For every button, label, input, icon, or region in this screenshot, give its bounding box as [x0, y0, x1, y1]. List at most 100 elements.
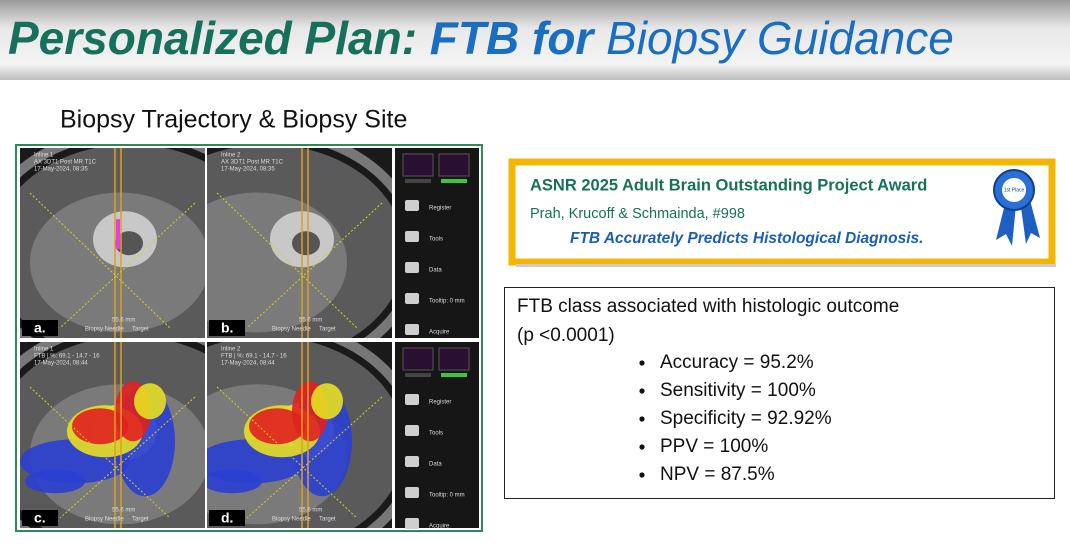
award-authors: Prah, Krucoff & Schmainda, #998 [530, 206, 745, 222]
distance-label: 55.6 mm [112, 318, 135, 324]
tool-label: Tools [429, 431, 443, 437]
bullet [639, 360, 645, 366]
status [405, 179, 431, 183]
mri-panel: Inline 1AX 3DT1 Post MR T1C17-May-2024, … [20, 148, 205, 338]
target-label: Target [132, 517, 149, 523]
viewport-label: Inline 2 [221, 153, 241, 159]
award-box [508, 158, 1056, 266]
ftb-region [25, 469, 85, 494]
figure-caption: Biopsy Trajectory & Biopsy Site [60, 106, 407, 134]
tool-label: Data [429, 268, 442, 274]
bullet [639, 388, 645, 394]
series-label: FTB | %: 69.1 - 14.7 - 16 [221, 354, 287, 360]
tool-icon [405, 293, 419, 304]
label-bg [22, 510, 58, 526]
ftb-region [72, 408, 128, 445]
distance-label: 55.6 mm [299, 508, 322, 514]
panel-label: d. [221, 510, 233, 526]
toolbar: Register Tools Data Tooltip: 0 mm Acquire [395, 148, 479, 338]
results-box [504, 287, 1055, 499]
thumb [402, 347, 434, 371]
metric: Specificity = 92.92% [660, 408, 832, 429]
status [441, 373, 467, 377]
tool-label: Register [429, 400, 451, 406]
tool-label: Data [429, 462, 442, 468]
date-label: 17-May-2024, 08:35 [34, 167, 88, 173]
tool-icon [405, 456, 419, 467]
tool-label: Register [429, 206, 451, 212]
tool-label: Acquire [429, 524, 450, 530]
ftb-region [207, 469, 262, 494]
date-label: 17-May-2024, 08:44 [34, 361, 88, 367]
needle-label: Biopsy Needle [272, 517, 311, 523]
tool-label: Acquire [429, 330, 450, 336]
tool-icon [405, 425, 419, 436]
title-part: FTB for [430, 12, 596, 64]
tool-label: Tooltip: 0 mm [429, 299, 465, 305]
ribbon: 1st Place [993, 169, 1040, 246]
bullet [639, 416, 645, 422]
lesion-core [292, 231, 320, 256]
bullet [639, 472, 645, 478]
label-bg [209, 510, 245, 526]
viewport-label: Inline 1 [34, 347, 54, 353]
tool-icon [405, 394, 419, 405]
tool-icon [405, 324, 419, 335]
p-value: (p <0.0001) [517, 325, 615, 346]
target-segment [116, 219, 120, 250]
header-band [0, 0, 1070, 80]
metrics-list: Accuracy = 95.2% Sensitivity = 100% Specif… [639, 352, 832, 485]
title-part: Personalized Plan: [8, 12, 417, 64]
needle-label: Biopsy Needle [85, 327, 124, 333]
date-label: 17-May-2024, 08:44 [221, 361, 275, 367]
thumb [402, 153, 434, 177]
tool-icon [405, 231, 419, 242]
tool-icon [405, 518, 419, 529]
distance-label: 55.6 mm [112, 508, 135, 514]
tool-icon [405, 200, 419, 211]
lesion-core [115, 231, 143, 256]
trajectory [29, 192, 171, 329]
award-shadow [516, 264, 1056, 267]
thumb [438, 347, 470, 371]
tool-icon [405, 487, 419, 498]
panel-label: a. [34, 320, 46, 336]
thumb [438, 153, 470, 177]
target-label: Target [132, 327, 149, 333]
viewport-label: Inline 2 [221, 347, 241, 353]
ftb-region [311, 383, 343, 420]
bullet [639, 444, 645, 450]
results-heading: FTB class associated with histologic out… [517, 296, 899, 317]
panel-label: b. [221, 320, 233, 336]
needle-label: Biopsy Needle [85, 517, 124, 523]
tool-label: Tools [429, 237, 443, 243]
viewport-label: Inline 1 [34, 153, 54, 159]
tool-label: Tooltip: 0 mm [429, 493, 465, 499]
metric: Accuracy = 95.2% [660, 352, 814, 373]
mri-panel: Inline 2AX 3DT1 Post MR T1C17-May-2024, … [207, 148, 392, 338]
trajectory [59, 202, 196, 329]
ftb-region [249, 408, 305, 445]
metric: NPV = 87.5% [660, 464, 775, 485]
series-label: AX 3DT1 Post MR T1C [221, 160, 284, 166]
metric: Sensitivity = 100% [660, 380, 816, 401]
award-finding: FTB Accurately Predicts Histological Dia… [570, 230, 923, 247]
image-panels: Inline 1AX 3DT1 Post MR T1C17-May-2024, … [20, 148, 479, 530]
tool-icon [405, 262, 419, 273]
date-label: 17-May-2024, 08:35 [221, 167, 275, 173]
title: Personalized Plan: FTB for Biopsy Guidan… [8, 12, 954, 64]
target-label: Target [319, 517, 336, 523]
metric: PPV = 100% [660, 436, 768, 457]
panel-label: c. [34, 510, 46, 526]
distance-label: 55.6 mm [299, 318, 322, 324]
status [441, 179, 467, 183]
label-bg [22, 320, 58, 336]
award-title: ASNR 2025 Adult Brain Outstanding Projec… [530, 176, 927, 194]
toolbar: Register Tools Data Tooltip: 0 mm Acquire [395, 342, 479, 530]
ftb-region [134, 383, 166, 420]
status [405, 373, 431, 377]
